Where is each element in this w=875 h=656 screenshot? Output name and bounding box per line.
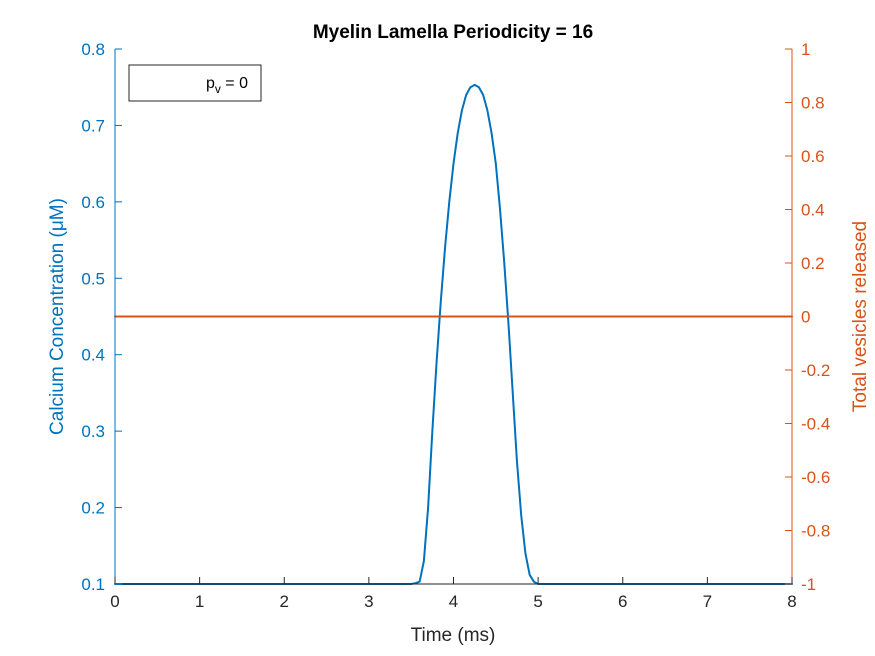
y-right-tick-label: 0 [801,308,810,327]
x-tick-label: 6 [618,592,627,611]
y-left-tick-label: 0.8 [81,40,105,59]
y-right-tick-label: -0.8 [801,522,830,541]
y-left-tick-label: 0.5 [81,269,105,288]
legend-suffix: = 0 [221,75,248,92]
x-tick-label: 8 [787,592,796,611]
y-right-tick-label: 1 [801,40,810,59]
y-right-tick-label: 0.4 [801,201,825,220]
y-left-tick-label: 0.7 [81,116,105,135]
x-tick-label: 4 [449,592,458,611]
series-layer [114,83,793,585]
y-right-tick-label: -0.4 [801,415,830,434]
x-axis-label: Time (ms) [411,625,496,646]
legend-entry: pv = 0 [206,75,248,96]
y-right-tick-label: -0.6 [801,468,830,487]
y-right-tick-label: 0.2 [801,254,825,273]
y-left-tick-label: 0.3 [81,422,105,441]
y-right-tick-label: -1 [801,575,816,594]
x-tick-label: 7 [703,592,712,611]
x-tick-label: 0 [110,592,119,611]
y-right-tick-label: -0.2 [801,361,830,380]
y-left-tick-label: 0.6 [81,193,105,212]
y-right-tick-label: 0.8 [801,94,825,113]
y-left-tick-label: 0.4 [81,346,105,365]
y-axis-left-label: Calcium Concentration (μM) [47,198,68,435]
y-left-tick-label: 0.2 [81,499,105,518]
legend-box [128,64,262,102]
series-line-calcium [114,83,793,585]
x-tick-label: 2 [280,592,289,611]
ticks-layer: 0 1 2 3 4 5 6 7 8 0.1 0.2 0.3 0.4 0.5 0.6 0.7 0.8 -1 -0.8 -… [81,40,830,611]
y-right-tick-label: 0.6 [801,147,825,166]
y-left-tick-label: 0.1 [81,575,105,594]
y-axis-right-label: Total vesicles released [850,221,871,412]
x-tick-label: 3 [364,592,373,611]
x-tick-label: 5 [533,592,542,611]
legend: pv = 0 [128,64,262,102]
x-tick-label: 1 [195,592,204,611]
legend-label: p [206,75,215,92]
chart-title: Myelin Lamella Periodicity = 16 [313,22,593,43]
legend-subscript: v [215,82,221,96]
